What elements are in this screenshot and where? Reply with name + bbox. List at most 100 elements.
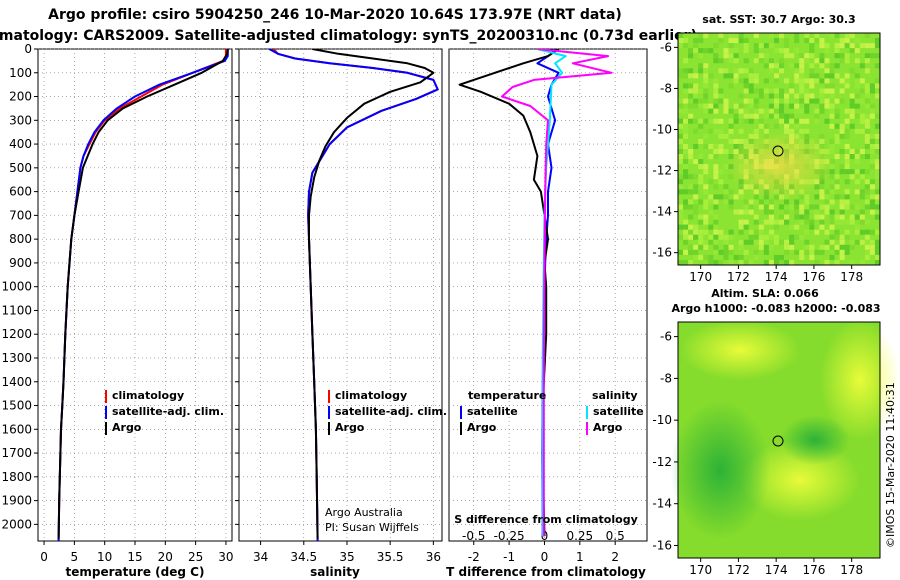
sst-cell bbox=[779, 118, 785, 124]
sst-cell bbox=[784, 78, 790, 84]
sst-cell bbox=[678, 219, 684, 225]
sst-cell bbox=[713, 204, 719, 210]
sst-cell bbox=[768, 214, 774, 220]
sst-cell bbox=[839, 204, 845, 210]
sst-cell bbox=[758, 58, 764, 64]
sst-cell bbox=[844, 133, 850, 139]
sst-cell bbox=[678, 159, 684, 165]
sst-cell bbox=[804, 219, 810, 225]
sst-cell bbox=[738, 108, 744, 114]
legend-label-satellite-adj: satellite-adj. clim. bbox=[335, 405, 447, 418]
sst-cell bbox=[814, 214, 820, 220]
sst-cell bbox=[688, 73, 694, 79]
sst-cell bbox=[753, 128, 759, 134]
salinity-x-ticks: 34 34.5 35 35.5 36 bbox=[253, 541, 441, 564]
sst-cell bbox=[849, 174, 855, 180]
legend-label-argo: Argo bbox=[112, 421, 142, 434]
sst-cell bbox=[809, 48, 815, 54]
sst-cell bbox=[829, 113, 835, 119]
sst-cell bbox=[743, 209, 749, 215]
sst-cell bbox=[814, 204, 820, 210]
sst-cell bbox=[799, 204, 805, 210]
sst-cell bbox=[683, 118, 689, 124]
sst-cell bbox=[834, 53, 840, 59]
sst-cell bbox=[869, 83, 875, 89]
sst-cell bbox=[819, 103, 825, 109]
sst-cell bbox=[688, 174, 694, 180]
sst-cell bbox=[708, 143, 714, 149]
sst-cell bbox=[864, 249, 870, 255]
sst-cell bbox=[763, 113, 769, 119]
x-tick-label: 30 bbox=[218, 550, 233, 564]
map-y-tick-label: -12 bbox=[652, 164, 672, 178]
sst-cell bbox=[718, 249, 724, 255]
sst-cell bbox=[728, 73, 734, 79]
sst-cell bbox=[758, 43, 764, 49]
sst-cell bbox=[748, 83, 754, 89]
x-tick-label: 15 bbox=[127, 550, 142, 564]
sst-cell bbox=[748, 68, 754, 74]
map-x-tick-label: 170 bbox=[689, 270, 712, 284]
sst-cell bbox=[829, 199, 835, 205]
sst-cell bbox=[799, 98, 805, 104]
sst-cell bbox=[683, 68, 689, 74]
sst-cell bbox=[683, 239, 689, 245]
sst-cell bbox=[834, 214, 840, 220]
sst-cell bbox=[814, 108, 820, 114]
sst-cell bbox=[703, 254, 709, 260]
sst-cell bbox=[819, 224, 825, 230]
map-y-tick-label: -8 bbox=[660, 371, 672, 385]
sst-cell bbox=[874, 194, 880, 200]
sst-cell bbox=[814, 38, 820, 44]
sst-cell bbox=[708, 154, 714, 160]
sst-cell bbox=[809, 204, 815, 210]
sst-cell bbox=[713, 143, 719, 149]
sst-cell bbox=[824, 83, 830, 89]
sst-cell bbox=[854, 103, 860, 109]
map-x-tick-label: 174 bbox=[765, 270, 788, 284]
sst-cell bbox=[854, 38, 860, 44]
map-y-tick-label: -12 bbox=[652, 455, 672, 469]
map-x-tick-label: 172 bbox=[727, 563, 750, 577]
sst-cell bbox=[799, 118, 805, 124]
sst-cell bbox=[743, 38, 749, 44]
sst-cell bbox=[728, 229, 734, 235]
sst-cell bbox=[834, 194, 840, 200]
depth-tick-label: 1000 bbox=[1, 280, 32, 294]
sst-cell bbox=[738, 68, 744, 74]
sst-cell bbox=[839, 199, 845, 205]
sst-cell bbox=[678, 149, 684, 155]
sst-cell bbox=[708, 209, 714, 215]
sst-cell bbox=[698, 68, 704, 74]
sst-cell bbox=[688, 154, 694, 160]
sst-cell bbox=[703, 229, 709, 235]
map-x-tick-label: 172 bbox=[727, 270, 750, 284]
sst-cell bbox=[693, 174, 699, 180]
sst-cell bbox=[718, 93, 724, 99]
sst-cell bbox=[784, 249, 790, 255]
sst-cell bbox=[718, 234, 724, 240]
sst-cell bbox=[844, 128, 850, 134]
sst-cell bbox=[829, 209, 835, 215]
sst-cell bbox=[799, 88, 805, 94]
sst-cell bbox=[839, 128, 845, 134]
sst-cell bbox=[693, 159, 699, 165]
sst-cell bbox=[718, 194, 724, 200]
sst-cell bbox=[804, 249, 810, 255]
temperature-series bbox=[57, 49, 229, 541]
sst-cell bbox=[693, 103, 699, 109]
sst-cell bbox=[874, 209, 880, 215]
sst-cell bbox=[819, 93, 825, 99]
sst-cell bbox=[869, 159, 875, 165]
sst-cell bbox=[839, 219, 845, 225]
sst-cell bbox=[678, 209, 684, 215]
sst-cell bbox=[703, 143, 709, 149]
sst-cell bbox=[768, 244, 774, 250]
sst-cell bbox=[799, 249, 805, 255]
sst-cell bbox=[824, 244, 830, 250]
sst-cell bbox=[763, 219, 769, 225]
sst-cell bbox=[809, 98, 815, 104]
sst-cell bbox=[804, 103, 810, 109]
depth-tick-label: 500 bbox=[9, 161, 32, 175]
